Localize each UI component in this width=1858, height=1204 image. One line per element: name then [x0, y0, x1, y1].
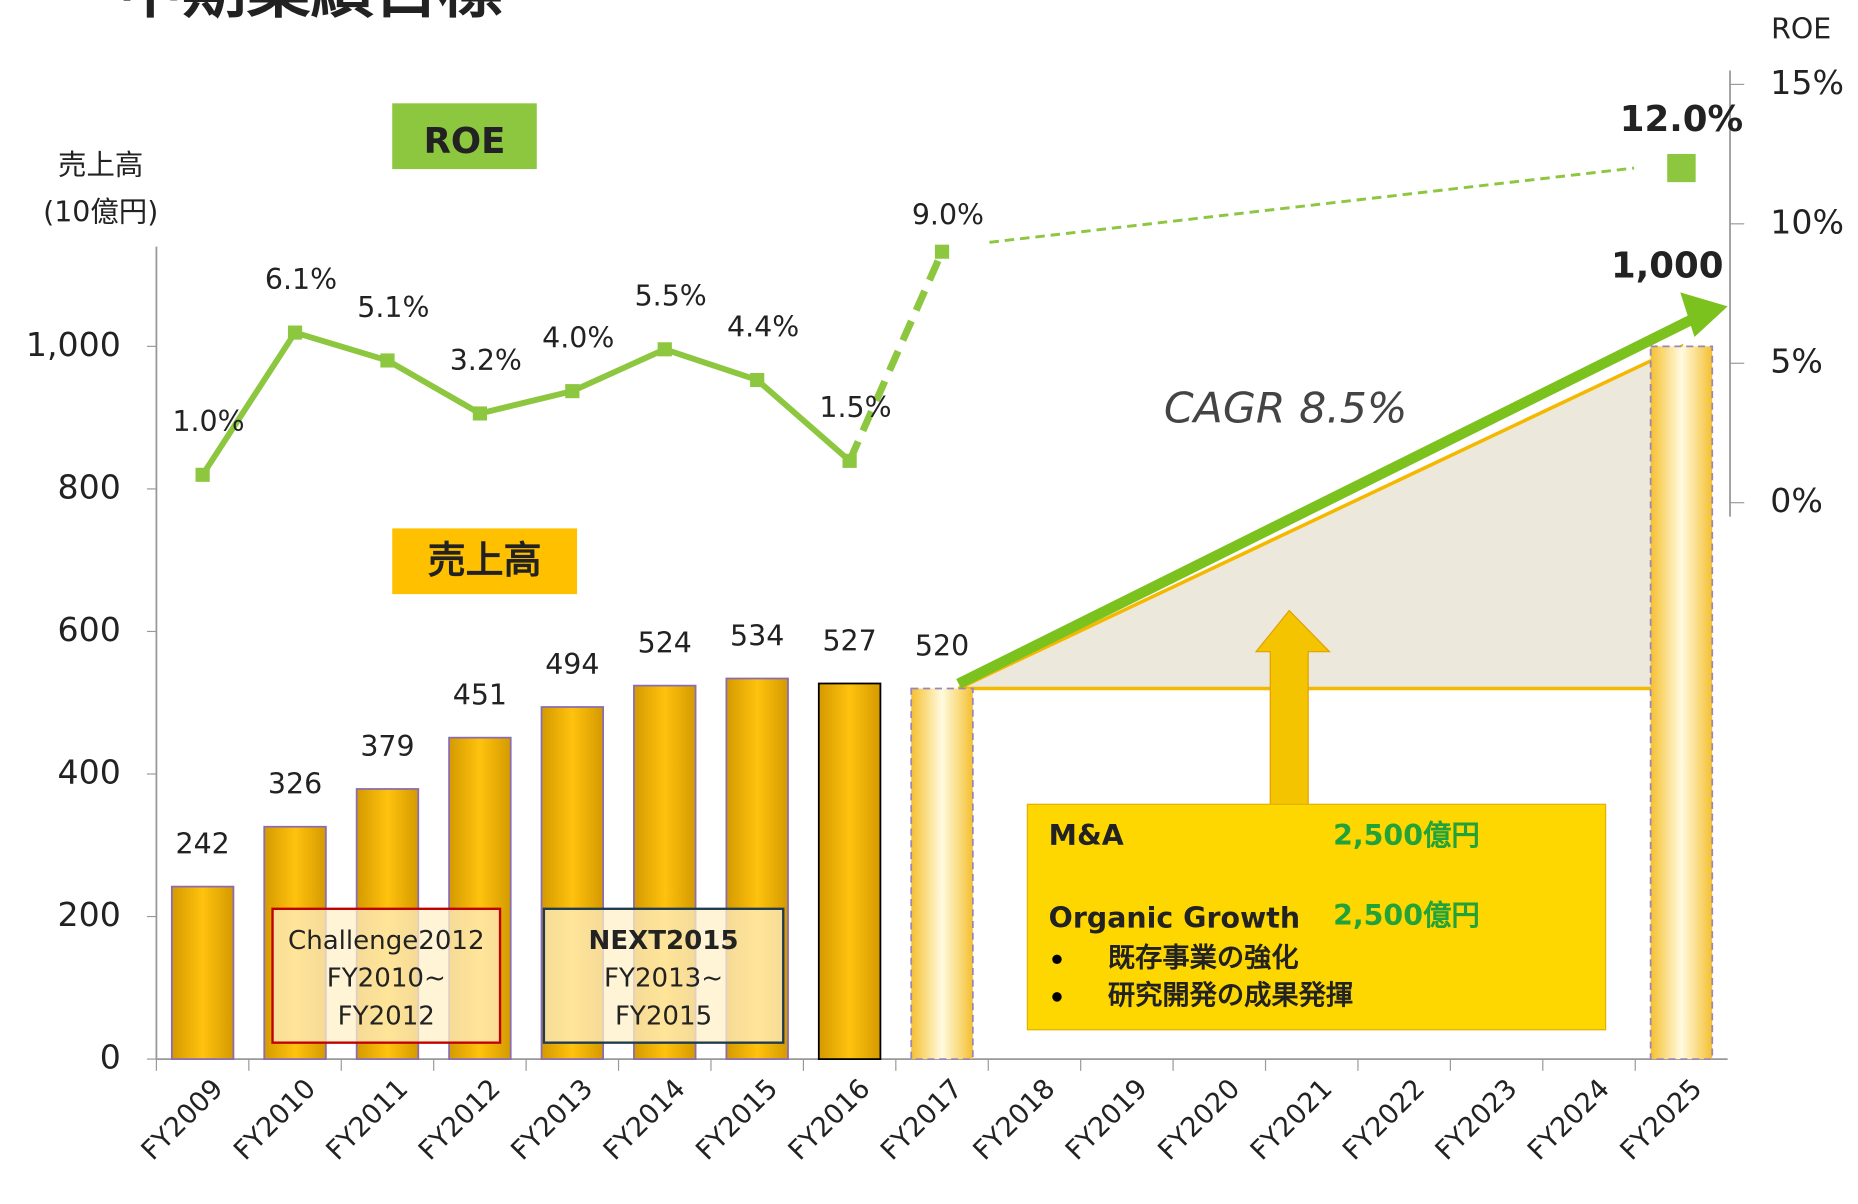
x-tick-label: FY2011: [320, 1073, 414, 1166]
plan-period: FY2013~: [604, 964, 723, 994]
roe-value-label: 1.0%: [172, 405, 244, 438]
y2-tick-label: 5%: [1770, 342, 1823, 381]
y2-tick-label: 0%: [1770, 481, 1823, 520]
bar-value-label: 379: [360, 730, 414, 763]
legend-roe: [392, 103, 537, 170]
roe-point: [934, 244, 950, 259]
bar-value-label: 527: [822, 624, 876, 657]
growth-amount: 2,500億円: [1333, 819, 1480, 852]
x-tick-label: FY2014: [598, 1073, 692, 1166]
growth-arrow: [1254, 609, 1331, 811]
cagr-label: CAGR 8.5%: [1164, 385, 1408, 434]
plan-box: [271, 907, 502, 1044]
chart-title: 中期業績目標: [118, 0, 502, 28]
y2-tick-label: 10%: [1770, 202, 1844, 241]
roe-point: [380, 353, 395, 368]
roe-point: [657, 342, 672, 357]
bar-value-label: 494: [545, 648, 599, 681]
plan-period: FY2015: [615, 1001, 712, 1031]
roe-point: [750, 372, 765, 388]
plan-box: [542, 907, 785, 1044]
x-tick-label: FY2025: [1614, 1073, 1708, 1166]
bar-value-label: 242: [175, 828, 229, 861]
bar-value-label: 1,000: [1611, 246, 1723, 287]
x-tick-label: FY2017: [875, 1073, 969, 1166]
x-tick-label: FY2016: [783, 1073, 877, 1166]
roe-point: [842, 453, 857, 468]
x-tick-label: FY2010: [228, 1073, 322, 1166]
x-tick-label: FY2021: [1245, 1073, 1339, 1166]
x-tick-label: FY2018: [967, 1073, 1061, 1166]
roe-value-label: 6.1%: [265, 263, 337, 296]
y-tick-label: 200: [58, 895, 121, 934]
y-tick-label: 0: [100, 1038, 121, 1077]
bar-value-label: 524: [638, 627, 692, 660]
growth-amount: 2,500億円: [1333, 899, 1480, 932]
x-tick-label: FY2012: [413, 1073, 507, 1166]
cagr-arrow: [956, 308, 1707, 689]
x-tick-label: FY2022: [1337, 1073, 1431, 1166]
bar: [170, 885, 235, 1060]
y-tick-label: 600: [58, 610, 121, 649]
y2-tick-label: 15%: [1770, 63, 1844, 102]
plan-period: FY2012: [338, 1001, 435, 1031]
cagr-arrowhead: [1680, 292, 1728, 337]
legend-sales: [392, 528, 578, 595]
x-tick-label: FY2019: [1060, 1073, 1154, 1166]
roe-point: [472, 406, 488, 421]
bar-value-label: 520: [915, 629, 969, 662]
bar: [817, 682, 882, 1060]
bar-value-label: 534: [730, 619, 784, 652]
roe-value-label: 5.1%: [357, 291, 429, 324]
roe-value-label: 12.0%: [1620, 99, 1743, 140]
y-tick-label: 400: [58, 753, 121, 792]
plan-period: FY2010~: [327, 964, 446, 994]
growth-bullet: 研究開発の成果発揮: [1108, 979, 1353, 1011]
roe-value-label: 1.5%: [819, 391, 891, 424]
bar-value-label: 326: [268, 768, 322, 801]
bar: [1649, 345, 1714, 1060]
x-tick-label: FY2020: [1152, 1073, 1246, 1166]
bullet: [1052, 992, 1062, 1002]
roe-line-forecast: [989, 166, 1635, 244]
x-tick-label: FY2024: [1522, 1073, 1616, 1166]
roe-value-label: 4.4%: [727, 310, 799, 343]
roe-value-label: 4.0%: [542, 322, 614, 355]
y-tick-label: 1,000: [26, 325, 121, 364]
plan-name: NEXT2015: [589, 926, 739, 956]
plan-name: Challenge2012: [288, 926, 485, 956]
roe-line: [200, 329, 852, 477]
y-tick-label: 800: [58, 468, 121, 507]
growth-label: M&A: [1049, 819, 1124, 852]
growth-box: [1026, 803, 1607, 1031]
legend-label: 売上高: [428, 538, 542, 582]
x-tick-label: FY2015: [690, 1073, 784, 1166]
x-tick-label: FY2009: [136, 1073, 230, 1166]
bullet: [1052, 954, 1062, 964]
roe-value-label: 9.0%: [912, 199, 984, 232]
bar: [910, 687, 974, 1060]
legend-label: ROE: [424, 121, 506, 162]
roe-value-label: 3.2%: [450, 344, 522, 377]
roe-point: [287, 325, 303, 340]
x-tick-label: FY2023: [1430, 1073, 1524, 1166]
roe-point: [195, 467, 210, 482]
roe-line-forecast: [846, 250, 946, 463]
y-axis-label: (10億円): [43, 196, 158, 229]
growth-bullet: 既存事業の強化: [1108, 943, 1299, 974]
roe-value-label: 5.5%: [635, 280, 707, 313]
y-axis-label: 売上高: [58, 149, 143, 182]
roe-point: [565, 384, 580, 399]
y2-axis-label: ROE: [1771, 13, 1831, 46]
roe-point: [1667, 153, 1696, 183]
bar-value-label: 451: [453, 679, 507, 712]
growth-label: Organic Growth: [1049, 901, 1300, 934]
x-tick-label: FY2013: [505, 1073, 599, 1166]
